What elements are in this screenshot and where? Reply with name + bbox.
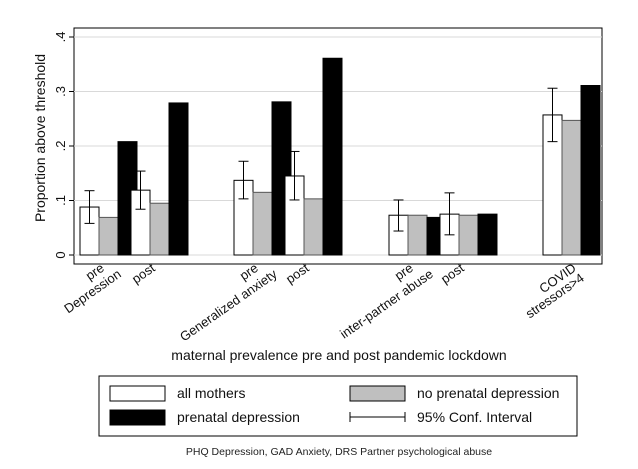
bar-dep_post-no_pre: [149, 202, 170, 256]
y-axis-title: Proportion above threshold: [32, 54, 48, 222]
bar-gad_post-pre: [322, 57, 343, 256]
legend-swatch-prenatal-depression: [109, 409, 166, 426]
legend-ci-marker: [349, 412, 406, 422]
y-tick-label: .2: [53, 141, 68, 152]
y-tick-label: .3: [53, 86, 68, 97]
legend-swatch-no-prenatal-depression: [349, 385, 406, 402]
bar-ipa_post-no_pre: [458, 214, 479, 256]
legend-label-all-mothers: all mothers: [177, 385, 245, 401]
ci-covid: [547, 87, 558, 143]
bar-dep_post-pre: [168, 102, 189, 256]
bar-gad_post-no_pre: [303, 198, 324, 256]
bar-dep_pre-no_pre: [98, 216, 119, 256]
bar-gad_pre-no_pre: [252, 191, 273, 256]
y-tick-label: 0: [53, 251, 68, 258]
legend-label-prenatal-depression: prenatal depression: [177, 409, 300, 425]
ci-dep_pre: [84, 190, 95, 224]
ci-dep_post: [135, 170, 146, 210]
y-tick-label: .1: [53, 195, 68, 206]
legend-label-no-prenatal-depression: no prenatal depression: [417, 385, 559, 401]
legend-box: [98, 375, 578, 437]
y-tick-label: .4: [53, 32, 68, 43]
legend-label-ci: 95% Conf. Interval: [417, 409, 532, 425]
ci-gad_pre: [238, 160, 249, 200]
x-axis-title: maternal prevalence pre and post pandemi…: [171, 347, 506, 363]
ci-ipa_pre: [393, 199, 404, 232]
plot-area: [69, 27, 603, 265]
bar-covid-pre: [580, 85, 601, 256]
bar-ipa_post-pre: [477, 213, 498, 256]
ci-ipa_post: [444, 192, 455, 236]
bar-ipa_pre-no_pre: [407, 214, 428, 256]
bar-covid-no_pre: [561, 119, 582, 256]
ci-gad_post: [289, 150, 300, 201]
legend-swatch-all-mothers: [109, 385, 166, 402]
chart-note: PHQ Depression, GAD Anxiety, DRS Partner…: [186, 446, 492, 458]
legend: all mothers no prenatal depression prena…: [98, 375, 578, 437]
